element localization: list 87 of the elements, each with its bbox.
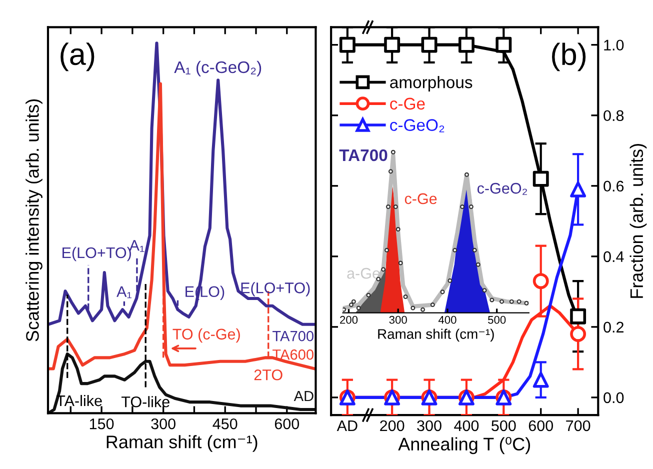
point <box>420 307 426 312</box>
point <box>366 292 371 298</box>
chart-title: TA700 <box>339 149 388 162</box>
point <box>490 298 494 302</box>
point <box>482 288 487 293</box>
annotation: E(LO+TO) <box>241 282 310 296</box>
point <box>390 150 396 154</box>
point <box>496 36 512 53</box>
point <box>509 299 514 304</box>
y-axis-title: Scattering intensity (arb. units) <box>26 99 42 342</box>
legend-label: c-Ge <box>390 98 425 110</box>
annotation: TO-like <box>121 396 170 408</box>
point <box>448 278 452 283</box>
annotation: c-Ge <box>404 193 437 204</box>
point <box>381 267 386 272</box>
x-tick-label: 300 <box>389 316 407 324</box>
x-tick-label: 200 <box>340 316 358 324</box>
point <box>388 169 393 174</box>
point <box>472 248 477 252</box>
x-axis-title: Raman shift (cm⁻¹) <box>378 328 494 342</box>
x-tick-label: 150 <box>90 418 114 430</box>
point <box>342 307 346 312</box>
point <box>440 290 445 294</box>
annotation: A₁ <box>116 286 132 298</box>
point <box>393 204 398 210</box>
y-axis-title: Fraction (arb. units) <box>630 144 647 298</box>
point <box>421 36 438 53</box>
point <box>516 299 522 304</box>
legend-label: amorphous <box>390 76 472 92</box>
annotation: E(LO+TO) <box>62 246 131 262</box>
point <box>524 300 529 306</box>
point <box>458 36 474 53</box>
point <box>430 302 435 308</box>
point <box>396 227 400 232</box>
y-tick-label: 0.8 <box>604 110 624 122</box>
x-tick-label: 600 <box>274 418 300 430</box>
point <box>351 299 356 304</box>
x-tick-label: 300 <box>417 420 442 432</box>
annotation: 2TO <box>254 369 282 380</box>
annotation: A₁ (c-GeO₂) <box>174 60 262 76</box>
x-tick-label: 500 <box>492 420 516 432</box>
point <box>476 262 480 267</box>
point <box>532 170 549 187</box>
x-axis-title: Raman shift (cm⁻¹) <box>106 435 258 452</box>
series-label: TA600 <box>272 349 314 360</box>
point <box>464 172 469 177</box>
point <box>500 299 504 304</box>
point <box>570 308 586 324</box>
series-label: TA700 <box>272 330 314 342</box>
x-tick-label: 300 <box>151 418 176 430</box>
chart-title: (a) <box>60 42 94 72</box>
annotation: A₁ <box>129 240 144 252</box>
point <box>452 248 458 252</box>
point <box>398 260 403 266</box>
x-tick-label: 400 <box>454 420 479 432</box>
annotation: c-GeO₂ <box>477 182 527 195</box>
legend-label: c-GeO₂ <box>390 119 444 132</box>
y-tick-label: 0.0 <box>604 392 624 404</box>
x-tick-label: 400 <box>438 316 456 324</box>
annotation: TO (c-Ge) <box>172 328 240 343</box>
y-tick-label: 0.6 <box>604 180 624 192</box>
x-tick-label: 500 <box>488 316 506 324</box>
point <box>570 181 586 198</box>
x-tick-label: 200 <box>380 420 404 432</box>
point <box>384 248 390 252</box>
point <box>356 306 361 310</box>
y-tick-label: 0.4 <box>604 251 624 262</box>
point <box>348 302 354 308</box>
point <box>532 273 549 290</box>
y-tick-label: 1.0 <box>604 40 624 51</box>
x-tick-label: AD <box>336 420 358 431</box>
x-tick-label: 600 <box>528 420 554 432</box>
chart-title: (b) <box>552 42 586 72</box>
point <box>339 36 356 53</box>
x-axis-title: Annealing T (⁰C) <box>398 436 530 454</box>
x-tick-label: 450 <box>212 418 238 430</box>
point <box>460 204 465 210</box>
point <box>468 204 474 210</box>
y-tick-label: 0.2 <box>604 322 624 333</box>
point <box>532 372 549 388</box>
point <box>403 294 408 300</box>
point <box>570 326 586 342</box>
point <box>386 204 390 210</box>
x-tick-label: 700 <box>566 420 590 432</box>
series-label: AD <box>294 391 314 402</box>
point <box>384 36 400 53</box>
point <box>410 306 416 310</box>
